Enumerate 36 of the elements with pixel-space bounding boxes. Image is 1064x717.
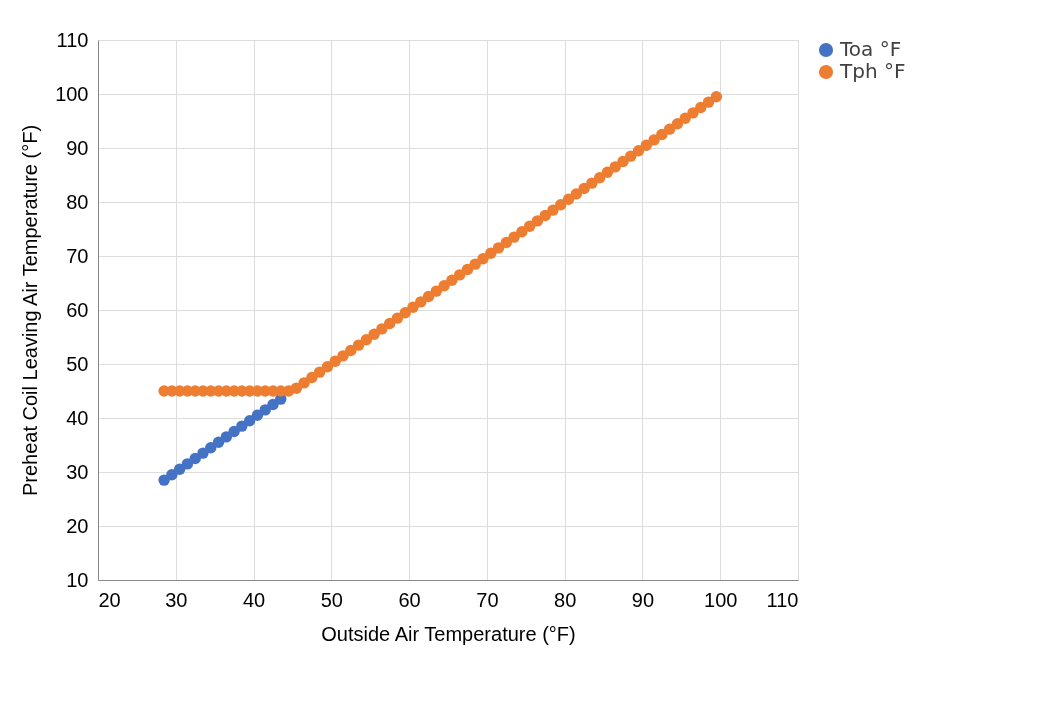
y-tick-label: 70 bbox=[66, 244, 89, 267]
point bbox=[243, 415, 256, 427]
point bbox=[189, 452, 201, 465]
y-axis-title: Preheat Coil Leaving Air Temperature (°F) bbox=[19, 124, 42, 497]
point bbox=[205, 442, 217, 454]
point bbox=[267, 398, 279, 411]
point bbox=[181, 458, 194, 470]
x-tick-label: 110 bbox=[766, 588, 799, 611]
x-tick-label: 100 bbox=[704, 588, 738, 611]
x-tick-label: 20 bbox=[98, 588, 121, 611]
x-tick-label: 30 bbox=[165, 588, 188, 611]
y-tick-label: 20 bbox=[66, 514, 89, 537]
legend-label: Toa °F bbox=[839, 37, 902, 61]
x-tick-label: 70 bbox=[476, 588, 499, 611]
x-tick-label: 90 bbox=[631, 588, 655, 611]
point bbox=[251, 409, 264, 421]
y-tick-label: 100 bbox=[55, 82, 89, 105]
point bbox=[220, 431, 233, 443]
point bbox=[158, 474, 170, 486]
x-tick-label: 40 bbox=[242, 588, 266, 611]
point bbox=[228, 425, 240, 438]
y-tick-label: 110 bbox=[56, 28, 89, 51]
y-tick-label: 30 bbox=[66, 460, 89, 483]
y-tick-label: 50 bbox=[66, 352, 89, 375]
x-axis-title: Outside Air Temperature (°F) bbox=[321, 622, 576, 645]
y-tick-label: 10 bbox=[66, 568, 89, 591]
y-tick-label: 90 bbox=[66, 136, 89, 159]
x-tick-label: 50 bbox=[320, 588, 343, 611]
x-tick-label: 60 bbox=[398, 588, 421, 611]
y-tick-label: 60 bbox=[66, 298, 89, 321]
point bbox=[212, 436, 225, 448]
y-tick-label: 40 bbox=[66, 406, 89, 429]
point bbox=[173, 463, 186, 475]
y-tick-label: 80 bbox=[66, 190, 89, 213]
x-tick-label: 80 bbox=[554, 588, 577, 611]
legend-label: Tph °F bbox=[839, 59, 906, 83]
